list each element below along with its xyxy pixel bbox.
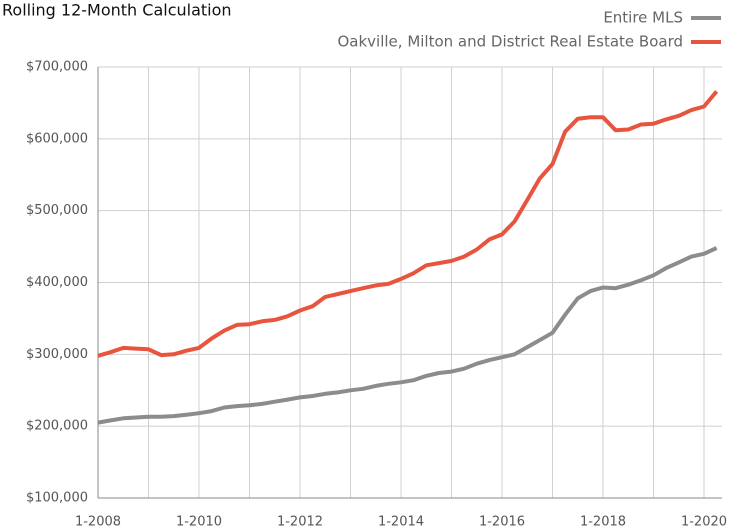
x-tick-label: 1-2012 [277, 515, 323, 530]
y-tick-label: $200,000 [26, 419, 88, 434]
chart-title: Rolling 12-Month Calculation [2, 1, 232, 20]
y-tick-label: $400,000 [26, 275, 88, 290]
y-tick-label: $700,000 [26, 60, 88, 75]
x-tick-label: 1-2016 [479, 515, 525, 530]
series-line [97, 246, 718, 425]
x-tick-label: 1-2010 [176, 515, 222, 530]
x-tick-label: 1-2008 [75, 515, 121, 530]
y-tick-label: $500,000 [26, 203, 88, 218]
x-tick-label: 1-2018 [580, 515, 626, 530]
y-tick-label: $300,000 [26, 347, 88, 362]
x-tick-label: 1-2020 [681, 515, 727, 530]
y-tick-label: $600,000 [26, 131, 88, 146]
x-tick-label: 1-2014 [378, 515, 424, 530]
y-tick-label: $100,000 [26, 491, 88, 506]
legend-label: Entire MLS [603, 9, 683, 27]
series-line [97, 90, 719, 358]
legend-label: Oakville, Milton and District Real Estat… [337, 33, 683, 51]
